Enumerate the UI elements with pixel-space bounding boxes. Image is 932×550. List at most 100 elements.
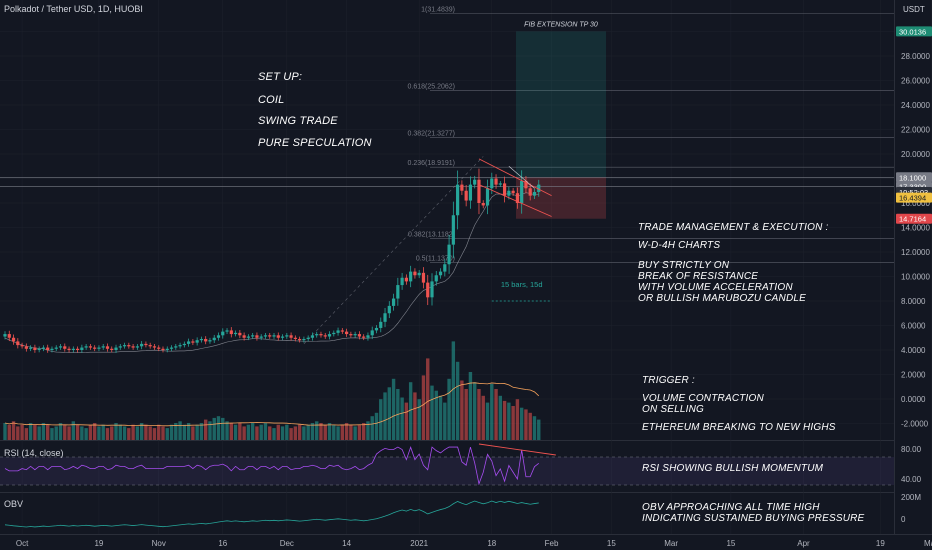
volume-bar	[195, 424, 199, 440]
candle-body	[84, 346, 88, 348]
pennant-inner-line	[508, 166, 535, 189]
time-tick-label: 18	[487, 539, 496, 548]
candle-body	[494, 178, 498, 185]
candle-body	[426, 282, 430, 298]
volume-bar	[80, 426, 84, 440]
candle-body	[421, 272, 426, 283]
time-tick-label: 16	[218, 539, 227, 548]
volume-bar	[169, 424, 174, 440]
note-coil: COIL	[258, 94, 285, 106]
volume-bar	[161, 426, 165, 440]
stop-zone	[516, 177, 606, 219]
volume-bar	[221, 417, 225, 440]
volume-bar	[302, 426, 306, 440]
volume-ma-line	[4, 382, 540, 427]
price-tick-label: -2.0000	[901, 420, 929, 429]
candle-body	[293, 337, 297, 339]
candle-body	[345, 331, 349, 335]
candle-body	[323, 335, 327, 337]
volume-bar	[144, 424, 148, 440]
candle-body	[280, 336, 285, 338]
candle-body	[400, 277, 404, 286]
candle-body	[387, 305, 391, 314]
chart-title: Polkadot / Tether USD, 1D, HUOBI	[4, 4, 143, 14]
volume-bar	[75, 424, 80, 440]
candle-body	[507, 190, 511, 196]
candle-body	[481, 203, 485, 206]
time-tick-label: May	[924, 539, 932, 548]
candle-body	[75, 348, 80, 350]
note-swing-trade: SWING TRADE	[258, 115, 338, 127]
fib-trend-line	[303, 156, 484, 345]
volume-bar	[88, 424, 93, 440]
volume-bar	[84, 428, 88, 440]
price-tag-label: 14.7164	[899, 215, 926, 224]
volume-bar	[528, 412, 532, 440]
note-obv: OBV APPROACHING ALL TIME HIGH INDICATING…	[642, 502, 865, 524]
candle-body	[319, 334, 323, 336]
fib-level-label: 1(31.4839)	[421, 6, 455, 13]
candle-body	[477, 179, 481, 203]
candle-body	[511, 190, 515, 194]
volume-bar	[519, 407, 524, 440]
volume-bar	[370, 416, 374, 440]
candle-body	[80, 347, 84, 350]
volume-bar	[157, 424, 161, 440]
volume-bar	[349, 424, 353, 440]
volume-bar	[67, 426, 71, 440]
volume-bar	[24, 428, 29, 440]
volume-bar	[353, 426, 357, 440]
candle-body	[515, 193, 519, 203]
volume-bar	[438, 395, 443, 440]
volume-bar	[118, 424, 122, 440]
rsi-line	[4, 446, 539, 486]
volume-bar	[92, 423, 97, 440]
candle-body	[229, 330, 233, 335]
candle-body	[532, 191, 537, 196]
price-tag-label: 16.4394	[899, 194, 926, 203]
volume-bar	[357, 424, 362, 440]
note-trade-management: TRADE MANAGEMENT & EXECUTION :	[638, 222, 829, 233]
volume-bar	[191, 426, 195, 440]
volume-bar	[280, 426, 285, 440]
candle-body	[114, 347, 118, 350]
candle-body	[169, 347, 174, 349]
price-tag-label: 18.1000	[899, 173, 926, 182]
candle-body	[195, 340, 199, 343]
candle-body	[537, 184, 541, 192]
note-buy-rules: BUY STRICTLY ON BREAK OF RESISTANCE WITH…	[638, 260, 807, 304]
volume-bar	[306, 424, 310, 440]
candle-body	[165, 348, 169, 350]
volume-bar	[285, 424, 289, 440]
candle-body	[524, 180, 528, 189]
fib-level-label: 0.618(25.2062)	[408, 83, 455, 90]
candle-body	[29, 347, 33, 349]
volume-bar	[430, 385, 434, 440]
pennant-upper-line	[478, 158, 552, 197]
volume-bar	[272, 428, 276, 440]
candle-body	[135, 346, 139, 348]
moving-average-line	[4, 192, 539, 353]
candle-body	[131, 346, 135, 348]
volume-bar	[417, 399, 421, 440]
note-rsi: RSI SHOWING BULLISH MOMENTUM	[642, 463, 824, 474]
volume-bar	[212, 417, 216, 440]
rsi-tick-label: 40.00	[901, 475, 922, 484]
volume-bar	[293, 426, 298, 440]
volume-bar	[434, 390, 438, 440]
candle-body	[362, 336, 366, 338]
candle-body	[225, 330, 229, 332]
candle-body	[468, 184, 473, 201]
note-speculation: PURE SPECULATION	[258, 137, 372, 149]
candle-body	[413, 271, 417, 276]
volume-bar	[323, 424, 327, 440]
volume-bar	[379, 399, 383, 440]
volume-bar	[203, 419, 208, 440]
volume-bar	[71, 421, 76, 440]
candle-body	[276, 335, 280, 338]
candle-body	[502, 183, 507, 196]
volume-bar	[54, 426, 58, 440]
candle-body	[24, 346, 28, 349]
candle-body	[498, 183, 502, 185]
